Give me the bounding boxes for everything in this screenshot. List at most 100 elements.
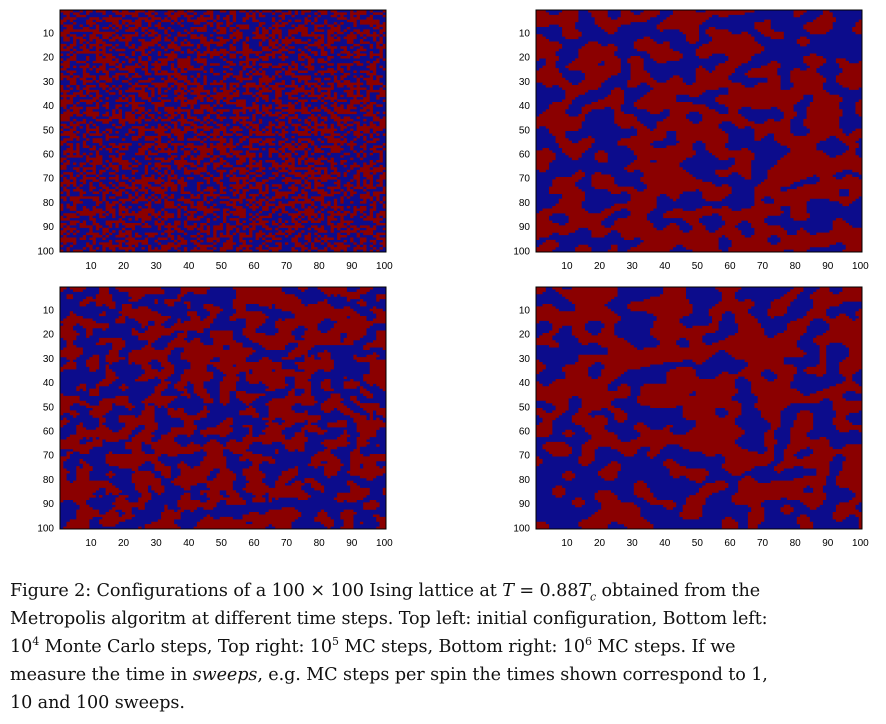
x-tick-label: 10 — [85, 261, 97, 272]
x-tick-label: 60 — [248, 261, 260, 272]
x-tick-label: 40 — [183, 261, 195, 272]
x-tick-label: 20 — [594, 538, 606, 549]
x-tick-label: 100 — [852, 261, 869, 272]
y-tick-label: 50 — [519, 402, 531, 413]
y-tick-label: 10 — [43, 28, 55, 39]
x-tick-label: 70 — [281, 261, 293, 272]
y-tick-label: 20 — [519, 330, 531, 341]
x-tick-label: 30 — [151, 261, 163, 272]
y-tick-label: 10 — [519, 305, 531, 316]
y-tick-label: 90 — [43, 222, 55, 233]
x-tick-label: 80 — [790, 538, 802, 549]
x-tick-label: 20 — [594, 261, 606, 272]
y-tick-label: 100 — [513, 246, 530, 257]
x-tick-label: 80 — [314, 261, 326, 272]
plot-frame — [59, 286, 387, 530]
y-tick-label: 20 — [43, 53, 55, 64]
y-tick-label: 40 — [43, 378, 55, 389]
y-tick-label: 50 — [43, 125, 55, 136]
y-tick-label: 60 — [43, 149, 55, 160]
x-tick-label: 10 — [561, 538, 573, 549]
x-tick-label: 90 — [346, 261, 358, 272]
y-tick-label: 10 — [519, 28, 531, 39]
caption-line-2: Metropolis algoritm at different time st… — [10, 609, 768, 629]
y-tick-label: 40 — [519, 101, 531, 112]
y-tick-label: 80 — [43, 198, 55, 209]
y-tick-label: 50 — [519, 125, 531, 136]
lattice-plot-bottom-right: 10 20 30 40 50 60 70 80 90 100 10 20 30 40 50 60 70 80 90 1… — [513, 286, 869, 549]
x-tick-label: 50 — [216, 261, 228, 272]
x-tick-label: 100 — [376, 261, 393, 272]
x-tick-label: 90 — [822, 538, 834, 549]
y-tick-label: 80 — [519, 198, 531, 209]
x-tick-label: 40 — [659, 538, 671, 549]
panel-bottom-left: 10 20 30 40 50 60 70 80 90 100 10 20 30 40 50 60 70 80 90 1… — [10, 281, 410, 561]
y-tick-label: 90 — [43, 499, 55, 510]
panel-top-right: 10 20 30 40 50 60 70 80 90 100 10 20 30 40 50 60 70 80 90 1… — [486, 4, 886, 284]
lattice-spin-up-cells — [536, 287, 863, 530]
x-tick-label: 10 — [561, 261, 573, 272]
panel-bottom-right: 10 20 30 40 50 60 70 80 90 100 10 20 30 40 50 60 70 80 90 1… — [486, 281, 886, 561]
lattice-plot-bottom-left: 10 20 30 40 50 60 70 80 90 100 10 20 30 40 50 60 70 80 90 1… — [37, 286, 393, 549]
y-tick-label: 100 — [513, 523, 530, 534]
x-tick-label: 60 — [724, 538, 736, 549]
x-tick-label: 20 — [118, 261, 130, 272]
x-tick-label: 30 — [627, 261, 639, 272]
y-tick-label: 70 — [43, 451, 55, 462]
y-tick-label: 90 — [519, 222, 531, 233]
figure-caption: Figure 2: Configurations of a 100 × 100 … — [10, 577, 876, 717]
lattice-plot-top-right: 10 20 30 40 50 60 70 80 90 100 10 20 30 40 50 60 70 80 90 1… — [513, 9, 869, 272]
lattice-plot-top-left: 10 20 30 40 50 60 70 80 90 100 10 20 30 40 50 60 70 80 90 1… — [37, 9, 393, 272]
x-tick-label: 50 — [216, 538, 228, 549]
x-tick-label: 80 — [314, 538, 326, 549]
y-tick-label: 70 — [519, 451, 531, 462]
y-tick-label: 100 — [37, 246, 54, 257]
x-tick-label: 60 — [724, 261, 736, 272]
x-tick-label: 10 — [85, 538, 97, 549]
x-tick-label: 60 — [248, 538, 260, 549]
y-tick-label: 20 — [519, 53, 531, 64]
y-tick-label: 10 — [43, 305, 55, 316]
x-tick-label: 80 — [790, 261, 802, 272]
y-tick-label: 60 — [43, 426, 55, 437]
lattice-spin-up-cells — [60, 10, 387, 253]
x-tick-label: 50 — [692, 261, 704, 272]
y-tick-label: 40 — [43, 101, 55, 112]
y-tick-label: 90 — [519, 499, 531, 510]
x-tick-label: 40 — [659, 261, 671, 272]
y-tick-label: 60 — [519, 426, 531, 437]
caption-line-3: 104 Monte Carlo steps, Top right: 105 MC… — [10, 635, 736, 657]
x-tick-label: 20 — [118, 538, 130, 549]
lattice-spin-up-cells — [60, 287, 387, 530]
x-tick-label: 70 — [757, 538, 769, 549]
y-tick-label: 30 — [43, 77, 55, 88]
y-tick-label: 70 — [43, 174, 55, 185]
y-tick-label: 70 — [519, 174, 531, 185]
x-tick-label: 90 — [822, 261, 834, 272]
plot-frame — [59, 9, 387, 253]
plot-frame — [535, 286, 863, 530]
caption-line-4: measure the time in sweeps, e.g. MC step… — [10, 665, 768, 685]
x-tick-label: 100 — [376, 538, 393, 549]
x-tick-label: 50 — [692, 538, 704, 549]
y-tick-label: 30 — [43, 354, 55, 365]
y-tick-label: 20 — [43, 330, 55, 341]
y-tick-label: 60 — [519, 149, 531, 160]
y-tick-label: 30 — [519, 354, 531, 365]
panel-top-left: 10 20 30 40 50 60 70 80 90 100 10 20 30 40 50 60 70 80 90 1… — [10, 4, 410, 284]
x-tick-label: 30 — [627, 538, 639, 549]
y-tick-label: 40 — [519, 378, 531, 389]
x-tick-label: 30 — [151, 538, 163, 549]
caption-line-5: 10 and 100 sweeps. — [10, 693, 185, 713]
y-tick-label: 80 — [519, 475, 531, 486]
x-tick-label: 70 — [757, 261, 769, 272]
caption-line-1: Figure 2: Configurations of a 100 × 100 … — [10, 581, 761, 604]
x-tick-label: 100 — [852, 538, 869, 549]
y-tick-label: 80 — [43, 475, 55, 486]
y-tick-label: 100 — [37, 523, 54, 534]
x-tick-label: 90 — [346, 538, 358, 549]
x-tick-label: 40 — [183, 538, 195, 549]
y-tick-label: 50 — [43, 402, 55, 413]
lattice-spin-up-cells — [536, 10, 863, 253]
plot-frame — [535, 9, 863, 253]
